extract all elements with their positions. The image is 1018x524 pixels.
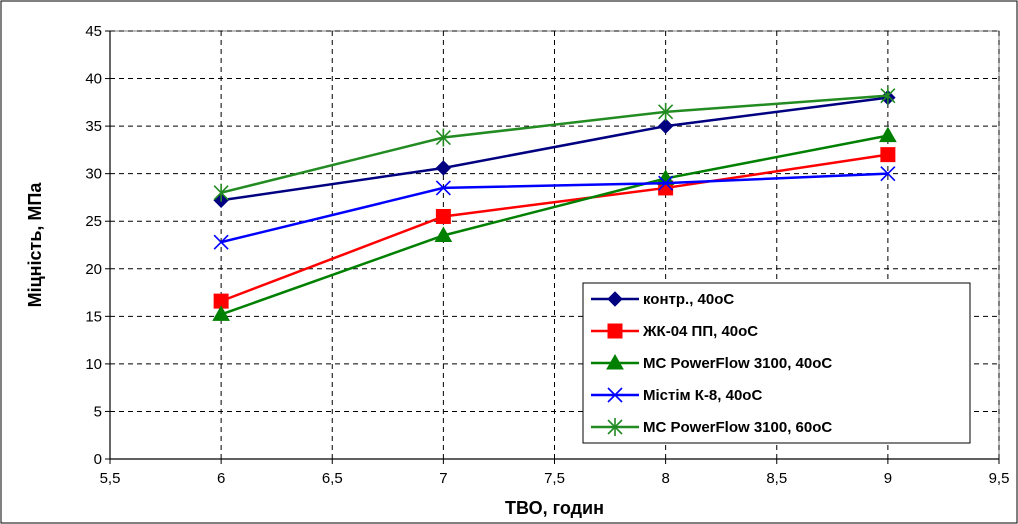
series-line [220,94,888,194]
legend-swatch-marker [607,418,623,436]
data-point [435,160,452,176]
axes: 0 5 10 15 20 25 30 35 40 45 5,5 6 6,5 7 7,5 8 8,5 9 9,5 [85,23,1009,487]
y-tick-label: 35 [85,118,102,135]
legend-entry: Містім К-8, 40оС [591,387,762,404]
x-tick-label: 9 [884,470,892,487]
series-line [220,153,889,303]
series-line [220,172,888,244]
y-tick-label: 5 [94,403,102,420]
x-tick-label: 6,5 [322,470,343,487]
data-point [213,183,229,202]
legend-swatch-marker [607,323,623,339]
series-5 [213,86,896,202]
marker-stroke [658,175,674,191]
legend-label: МС PowerFlow 3100, 40oC [643,355,832,372]
marker-stroke [435,180,451,196]
data-point [880,147,896,163]
marker-stroke [607,387,623,403]
data-point [434,226,453,242]
y-tick-label: 30 [85,166,102,183]
data-point [212,305,230,321]
x-axis-title: ТВО, годин [505,498,604,518]
legend-swatch-marker [606,353,624,370]
x-tick-label: 8,5 [766,470,787,487]
data-point [658,175,674,191]
x-tick-label: 6 [217,470,225,487]
series-layer [212,86,897,321]
x-tick-label: 7 [439,470,447,487]
legend-entry: МС PowerFlow 3100, 40oC [591,353,832,372]
x-tick-label: 8 [661,470,669,487]
x-tick-label: 7,5 [544,470,565,487]
x-tick-label: 9,5 [989,470,1010,487]
data-point [435,180,451,196]
data-point [657,118,674,134]
y-tick-label: 15 [85,308,102,325]
legend-entry: ЖК-04 ПП, 40оС [591,323,758,340]
y-tick-label: 10 [85,356,102,373]
marker-stroke [213,234,229,250]
legend-box [582,282,971,444]
y-tick-label: 20 [85,261,102,278]
series-line [220,134,889,316]
legend-swatch-marker [607,291,623,307]
data-point [880,86,896,105]
series-3 [212,126,897,321]
data-point [435,128,451,147]
series-4 [213,166,896,250]
data-point [880,166,896,182]
legend-swatch-marker [607,387,623,403]
y-tick-label: 0 [94,451,102,468]
y-axis-title: Міцність, МПа [25,182,45,308]
series-line [220,96,889,202]
legend-entry: контр., 40оС [591,291,734,308]
y-tick-label: 40 [85,71,102,88]
legend-label: Містім К-8, 40оС [643,387,762,404]
marker-stroke [880,166,896,182]
legend: контр., 40оС ЖК-04 ПП, 40оС МС PowerFlow 3… [582,282,971,444]
legend-label: контр., 40оС [643,291,734,308]
x-tick-label: 5,5 [100,470,121,487]
data-point [435,208,451,224]
data-point [879,126,897,143]
data-point [658,102,674,121]
legend-label: ЖК-04 ПП, 40оС [642,323,758,340]
data-point [213,234,229,250]
y-tick-label: 45 [85,23,102,40]
legend-label: МС PowerFlow 3100, 60oC [643,419,832,436]
y-tick-label: 25 [85,213,102,230]
legend-entry: МС PowerFlow 3100, 60oC [591,418,832,436]
